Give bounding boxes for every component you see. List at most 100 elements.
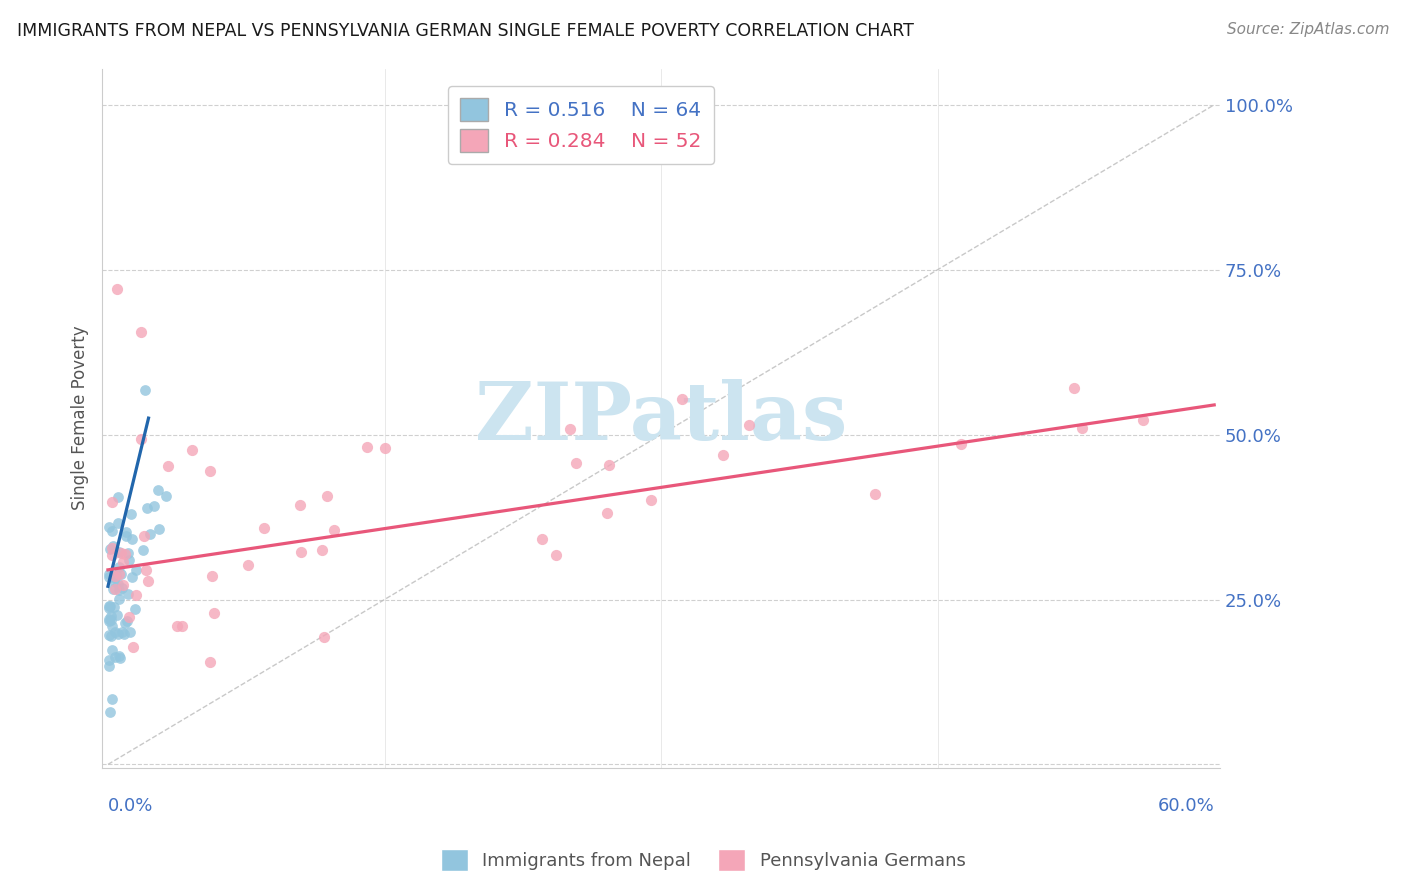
- Point: [107, 577, 129, 591]
- Point: [112, 627, 135, 641]
- Point: [98, 614, 121, 628]
- Point: [97, 600, 120, 615]
- Point: [136, 574, 159, 588]
- Point: [112, 578, 135, 592]
- Point: [181, 443, 204, 458]
- Point: [1070, 421, 1092, 435]
- Point: [565, 456, 588, 470]
- Point: [131, 432, 153, 446]
- Point: [104, 650, 127, 665]
- Point: [100, 629, 122, 643]
- Point: [117, 546, 139, 560]
- Point: [949, 437, 972, 451]
- Point: [98, 705, 121, 719]
- Point: [104, 569, 127, 583]
- Point: [323, 523, 346, 537]
- Point: [155, 489, 177, 503]
- Point: [111, 581, 134, 595]
- Point: [311, 543, 333, 558]
- Point: [120, 625, 142, 640]
- Point: [135, 563, 157, 577]
- Point: [100, 548, 122, 562]
- Point: [236, 558, 259, 572]
- Point: [146, 483, 169, 497]
- Point: [316, 489, 339, 503]
- Point: [711, 448, 734, 462]
- Point: [100, 609, 122, 624]
- Point: [118, 609, 141, 624]
- Point: [132, 529, 155, 543]
- Point: [98, 599, 121, 614]
- Point: [129, 326, 152, 340]
- Point: [101, 618, 124, 632]
- Point: [598, 458, 620, 472]
- Point: [200, 655, 222, 669]
- Point: [104, 624, 127, 639]
- Point: [139, 526, 162, 541]
- Point: [202, 606, 225, 620]
- Point: [530, 532, 553, 546]
- Point: [105, 283, 128, 297]
- Point: [201, 569, 224, 583]
- Point: [107, 516, 129, 530]
- Point: [101, 524, 124, 538]
- Point: [125, 563, 148, 577]
- Point: [288, 498, 311, 512]
- Text: IMMIGRANTS FROM NEPAL VS PENNSYLVANIA GERMAN SINGLE FEMALE POVERTY CORRELATION C: IMMIGRANTS FROM NEPAL VS PENNSYLVANIA GE…: [17, 22, 914, 40]
- Point: [558, 421, 581, 435]
- Point: [115, 529, 138, 543]
- Point: [103, 599, 125, 614]
- Point: [121, 569, 143, 583]
- Point: [131, 543, 153, 558]
- Y-axis label: Single Female Poverty: Single Female Poverty: [72, 326, 89, 510]
- Point: [134, 384, 156, 398]
- Point: [122, 640, 145, 654]
- Point: [107, 627, 129, 641]
- Point: [101, 643, 124, 657]
- Point: [166, 619, 188, 633]
- Point: [100, 542, 122, 557]
- Point: [100, 541, 122, 555]
- Text: Source: ZipAtlas.com: Source: ZipAtlas.com: [1226, 22, 1389, 37]
- Point: [100, 691, 122, 706]
- Point: [97, 570, 120, 584]
- Point: [117, 615, 139, 629]
- Point: [104, 582, 127, 597]
- Point: [101, 539, 124, 553]
- Point: [117, 587, 139, 601]
- Point: [640, 493, 662, 508]
- Point: [108, 545, 131, 559]
- Point: [107, 649, 129, 664]
- Point: [107, 592, 129, 607]
- Point: [111, 624, 134, 639]
- Point: [114, 547, 136, 561]
- Point: [170, 619, 193, 633]
- Point: [114, 615, 136, 630]
- Point: [101, 570, 124, 584]
- Point: [253, 521, 276, 535]
- Point: [103, 582, 125, 597]
- Point: [596, 506, 619, 520]
- Point: [98, 611, 121, 625]
- Point: [863, 486, 886, 500]
- Point: [107, 490, 129, 504]
- Point: [136, 500, 159, 515]
- Point: [103, 574, 125, 589]
- Point: [115, 525, 138, 540]
- Point: [105, 608, 128, 623]
- Point: [148, 522, 170, 536]
- Point: [374, 441, 396, 455]
- Point: [100, 599, 122, 613]
- Point: [157, 458, 180, 473]
- Legend: Immigrants from Nepal, Pennsylvania Germans: Immigrants from Nepal, Pennsylvania Germ…: [433, 842, 973, 879]
- Point: [290, 545, 312, 559]
- Point: [98, 628, 121, 642]
- Point: [98, 659, 121, 673]
- Text: 0.0%: 0.0%: [108, 797, 153, 815]
- Point: [356, 440, 378, 454]
- Point: [1132, 413, 1154, 427]
- Point: [738, 417, 761, 432]
- Point: [121, 532, 143, 546]
- Point: [97, 520, 120, 534]
- Point: [671, 392, 693, 406]
